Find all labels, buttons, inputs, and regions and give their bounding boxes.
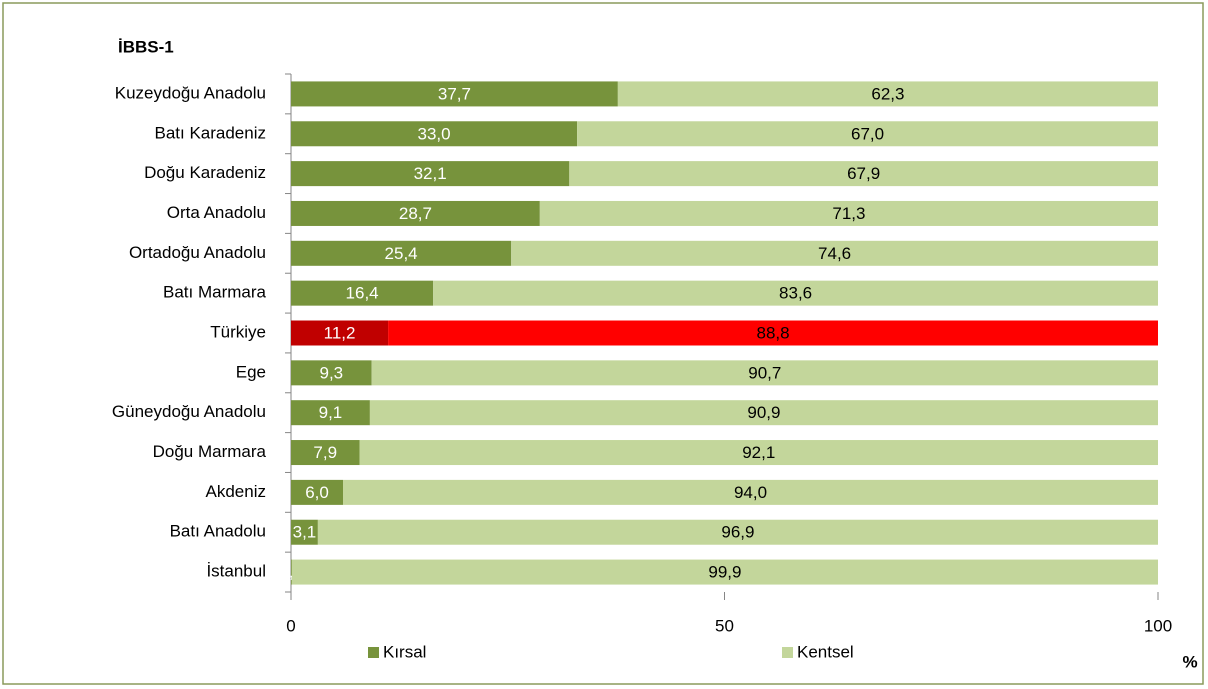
data-label: 99,9 <box>708 563 741 582</box>
legend-label: Kentsel <box>797 642 854 661</box>
data-label: 90,9 <box>747 403 780 422</box>
bar-segment <box>539 200 1158 226</box>
bar-segment <box>433 280 1158 306</box>
bar-segment <box>291 121 578 147</box>
y-tick-label: Batı Marmara <box>163 283 267 302</box>
bar-segment <box>369 400 1159 426</box>
bar-segment <box>569 161 1158 187</box>
data-label: 83,6 <box>779 284 812 303</box>
data-label: 92,1 <box>742 443 775 462</box>
chart-title: İBBS-1 <box>118 37 174 56</box>
bar-segment <box>577 121 1158 147</box>
y-tick-label: Ege <box>236 362 266 381</box>
bar-segment <box>291 161 570 187</box>
bar-segment <box>291 519 318 545</box>
bar-segment <box>291 280 434 306</box>
bar-segment <box>359 440 1158 466</box>
y-tick-label: Batı Karadeniz <box>154 123 266 142</box>
bar-segment <box>291 320 389 346</box>
data-label: 33,0 <box>418 124 451 143</box>
data-label: 11,2 <box>324 323 356 342</box>
data-label: 37,7 <box>438 84 471 103</box>
data-label: 94,0 <box>734 483 767 502</box>
legend-swatch <box>782 647 793 658</box>
y-tick-label: Ortadoğu Anadolu <box>129 243 266 262</box>
bar-segment <box>371 360 1159 386</box>
x-axis-label: % <box>1182 652 1197 671</box>
bar-segment <box>291 81 618 107</box>
bar-segment <box>317 519 1158 545</box>
bar-segment <box>511 240 1158 266</box>
x-tick-label: 50 <box>715 616 734 635</box>
bar-segment <box>291 479 344 505</box>
bar-segment <box>291 440 360 466</box>
data-label: 7,9 <box>313 443 337 462</box>
data-label: 74,6 <box>818 244 851 263</box>
y-tick-label: Doğu Karadeniz <box>144 163 266 182</box>
data-label: 9,3 <box>319 363 343 382</box>
legend-swatch <box>368 647 379 658</box>
data-label: 62,3 <box>871 84 904 103</box>
y-tick-label: Orta Anadolu <box>167 203 266 222</box>
y-tick-label: İstanbul <box>206 562 266 581</box>
data-label: 32,1 <box>414 164 447 183</box>
bar-segment <box>388 320 1158 346</box>
data-label: 96,9 <box>721 523 754 542</box>
x-tick-label: 0 <box>286 616 295 635</box>
bar-segment <box>291 360 372 386</box>
data-label: 28,7 <box>399 204 432 223</box>
data-label: 16,4 <box>346 284 379 303</box>
data-label: 9,1 <box>319 403 343 422</box>
y-tick-label: Doğu Marmara <box>153 442 267 461</box>
bar-segment <box>291 240 512 266</box>
bar-segment <box>291 559 1158 585</box>
bar-segment <box>291 559 292 585</box>
data-label: 90,7 <box>748 363 781 382</box>
data-label: 67,0 <box>851 124 884 143</box>
data-label: 71,3 <box>832 204 865 223</box>
bar-segment <box>343 479 1158 505</box>
data-label: 25,4 <box>385 244 418 263</box>
y-tick-label: Akdeniz <box>206 482 266 501</box>
bar-segment <box>291 200 540 226</box>
y-tick-label: Batı Anadolu <box>170 522 266 541</box>
x-tick-label: 100 <box>1144 616 1172 635</box>
data-label: 67,9 <box>847 164 880 183</box>
data-label: 6,0 <box>305 483 329 502</box>
data-label: 3,1 <box>293 523 317 542</box>
bar-segment <box>617 81 1158 107</box>
bar-segment <box>291 400 370 426</box>
data-label: 88,8 <box>757 323 790 342</box>
y-tick-label: Kuzeydoğu Anadolu <box>115 83 266 102</box>
y-tick-label: Güneydoğu Anadolu <box>112 402 266 421</box>
y-tick-label: Türkiye <box>210 322 266 341</box>
legend-label: Kırsal <box>383 642 426 661</box>
